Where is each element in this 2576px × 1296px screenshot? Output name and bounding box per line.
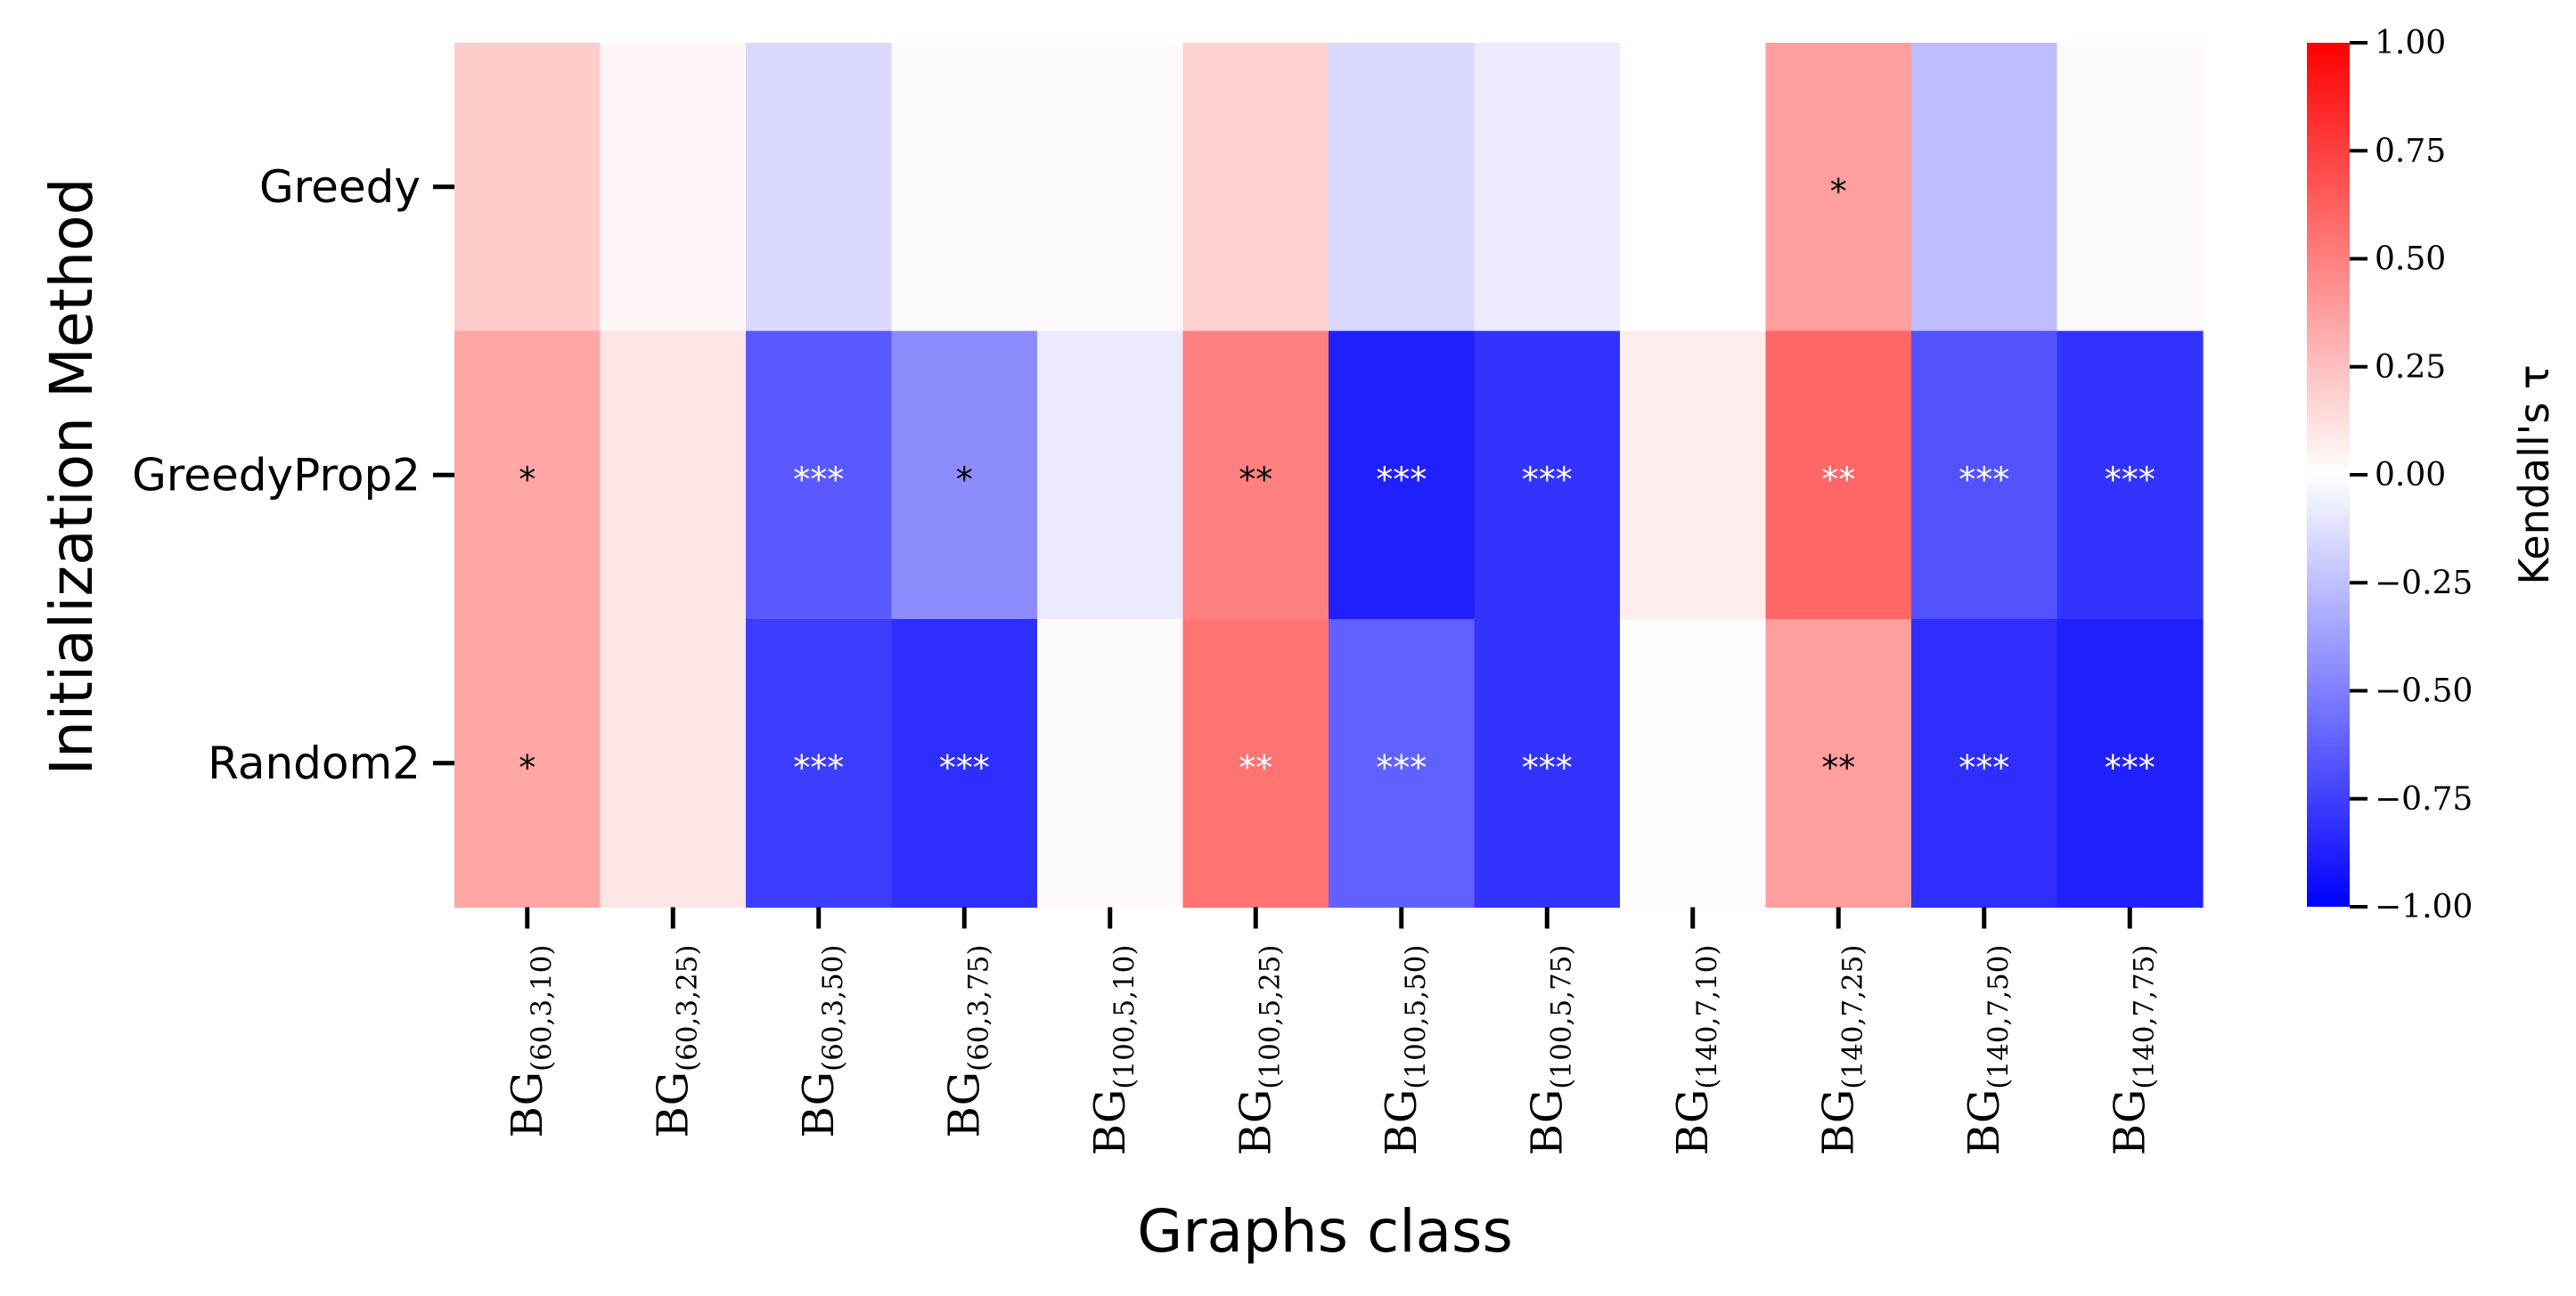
- heatmap-cell: [1329, 330, 1476, 620]
- y-tick-label: Greedy: [259, 161, 421, 213]
- x-tick-label: BG(60,3,50): [794, 945, 849, 1138]
- heatmap-cell: [600, 330, 747, 620]
- y-tick-label: GreedyProp2: [132, 449, 421, 501]
- cell-annotation: *: [1830, 172, 1847, 211]
- colorbar-tick-label: −0.50: [2375, 673, 2473, 710]
- colorbar-tick-label: −0.25: [2375, 565, 2473, 601]
- heatmap-cells: [454, 43, 2204, 909]
- x-tick-label: BG(60,3,25): [648, 945, 703, 1138]
- colorbar-tick-label: 0.50: [2375, 241, 2446, 278]
- colorbar-tick-label: −0.75: [2375, 781, 2473, 818]
- heatmap-cell: [891, 43, 1038, 332]
- heatmap-cell: [1620, 619, 1767, 909]
- colorbar-ticks: 1.00 0.75 0.50 0.25 0.00 −0.25 −0.50 −0.75 −1.00: [2350, 25, 2473, 925]
- heatmap-cell: [454, 619, 601, 909]
- cell-annotation: ***: [1959, 460, 2009, 499]
- x-tick-label: BG(140,7,75): [2105, 945, 2160, 1156]
- heatmap-cell: [1765, 330, 1912, 620]
- cell-annotation: ***: [793, 748, 844, 787]
- x-tick-label: BG(100,5,10): [1085, 945, 1141, 1156]
- cell-annotation: **: [1821, 460, 1855, 499]
- x-tick-label: BG(100,5,75): [1522, 945, 1577, 1156]
- heatmap-cell: [1911, 43, 2058, 332]
- heatmap-cell: [1329, 43, 1476, 332]
- colorbar-gradient: [2307, 43, 2350, 907]
- heatmap-cell: [1620, 43, 1767, 332]
- heatmap-cell: [454, 330, 601, 620]
- heatmap-cell: [1037, 330, 1184, 620]
- heatmap-cell: [1620, 330, 1767, 620]
- heatmap-cell: [746, 43, 893, 332]
- heatmap-cell: [1765, 43, 1912, 332]
- heatmap-cell: [2057, 330, 2204, 620]
- x-tick-label: BG(140,7,10): [1668, 945, 1723, 1156]
- cell-annotation: ***: [2105, 748, 2155, 787]
- heatmap-cell: [1911, 619, 2058, 909]
- x-tick-label: BG(100,5,25): [1231, 945, 1286, 1156]
- x-axis-label: Graphs class: [1137, 1197, 1513, 1266]
- heatmap-cell: [1329, 619, 1476, 909]
- heatmap-cell: [1037, 619, 1184, 909]
- cell-annotation: ***: [1376, 748, 1427, 787]
- colorbar-tick-label: −1.00: [2375, 889, 2473, 925]
- cell-annotation: **: [1821, 748, 1855, 787]
- cell-annotation: *: [519, 748, 536, 787]
- x-tick-label: BG(60,3,75): [939, 945, 994, 1138]
- heatmap-cell: [891, 619, 1038, 909]
- colorbar-tick-label: 1.00: [2375, 25, 2446, 61]
- colorbar-tick-label: 0.75: [2375, 133, 2446, 169]
- cell-annotation: **: [1239, 460, 1272, 499]
- y-axis-label: Initialization Method: [37, 178, 106, 776]
- x-tick-label: BG(60,3,10): [503, 945, 558, 1138]
- x-tick-label: BG(140,7,25): [1813, 945, 1869, 1156]
- y-tick-label: Random2: [208, 738, 421, 789]
- heatmap-cell: [1182, 43, 1329, 332]
- heatmap-cell: [454, 43, 601, 332]
- heatmap-cell: [600, 619, 747, 909]
- heatmap-cell: [1474, 619, 1621, 909]
- cell-annotation: **: [1239, 748, 1272, 787]
- x-axis-ticks: BG(60,3,10) BG(60,3,25) BG(60,3,50) BG(60,3…: [503, 907, 2160, 1156]
- heatmap-cell: [891, 330, 1038, 620]
- cell-annotation: *: [519, 460, 536, 499]
- heatmap-cell: [1037, 43, 1184, 332]
- cell-annotation: ***: [1959, 748, 2009, 787]
- heatmap-cell: [1911, 330, 2058, 620]
- x-tick-label: BG(100,5,50): [1377, 945, 1432, 1156]
- heatmap-cell: [746, 330, 893, 620]
- heatmap-cell: [1474, 43, 1621, 332]
- colorbar-tick-label: 0.25: [2375, 349, 2446, 386]
- cell-annotation: ***: [1522, 748, 1573, 787]
- heatmap-cell: [1474, 330, 1621, 620]
- y-axis-ticks: Greedy GreedyProp2 Random2: [132, 161, 454, 789]
- x-tick-label: BG(140,7,50): [1959, 945, 2015, 1156]
- heatmap-annotations: ** *** * ** *** *** ** *** **** *** *** ** *** *** ** *…: [519, 172, 2155, 787]
- colorbar: 1.00 0.75 0.50 0.25 0.00 −0.25 −0.50 −0.75 −1.00…: [2307, 25, 2558, 925]
- cell-annotation: ***: [1522, 460, 1573, 499]
- heatmap-cell: [1765, 619, 1912, 909]
- colorbar-label: Kendall's τ: [2510, 364, 2558, 584]
- cell-annotation: ***: [2105, 460, 2155, 499]
- cell-annotation: *: [956, 460, 973, 499]
- heatmap-cell: [600, 43, 747, 332]
- heatmap-cell: [1182, 619, 1329, 909]
- cell-annotation: ***: [793, 460, 844, 499]
- cell-annotation: ***: [1376, 460, 1427, 499]
- heatmap-cell: [1182, 330, 1329, 620]
- heatmap-cell: [746, 619, 893, 909]
- colorbar-tick-label: 0.00: [2375, 457, 2446, 493]
- cell-annotation: ***: [939, 748, 990, 787]
- heatmap-cell: [2057, 619, 2204, 909]
- heatmap-cell: [2057, 43, 2204, 332]
